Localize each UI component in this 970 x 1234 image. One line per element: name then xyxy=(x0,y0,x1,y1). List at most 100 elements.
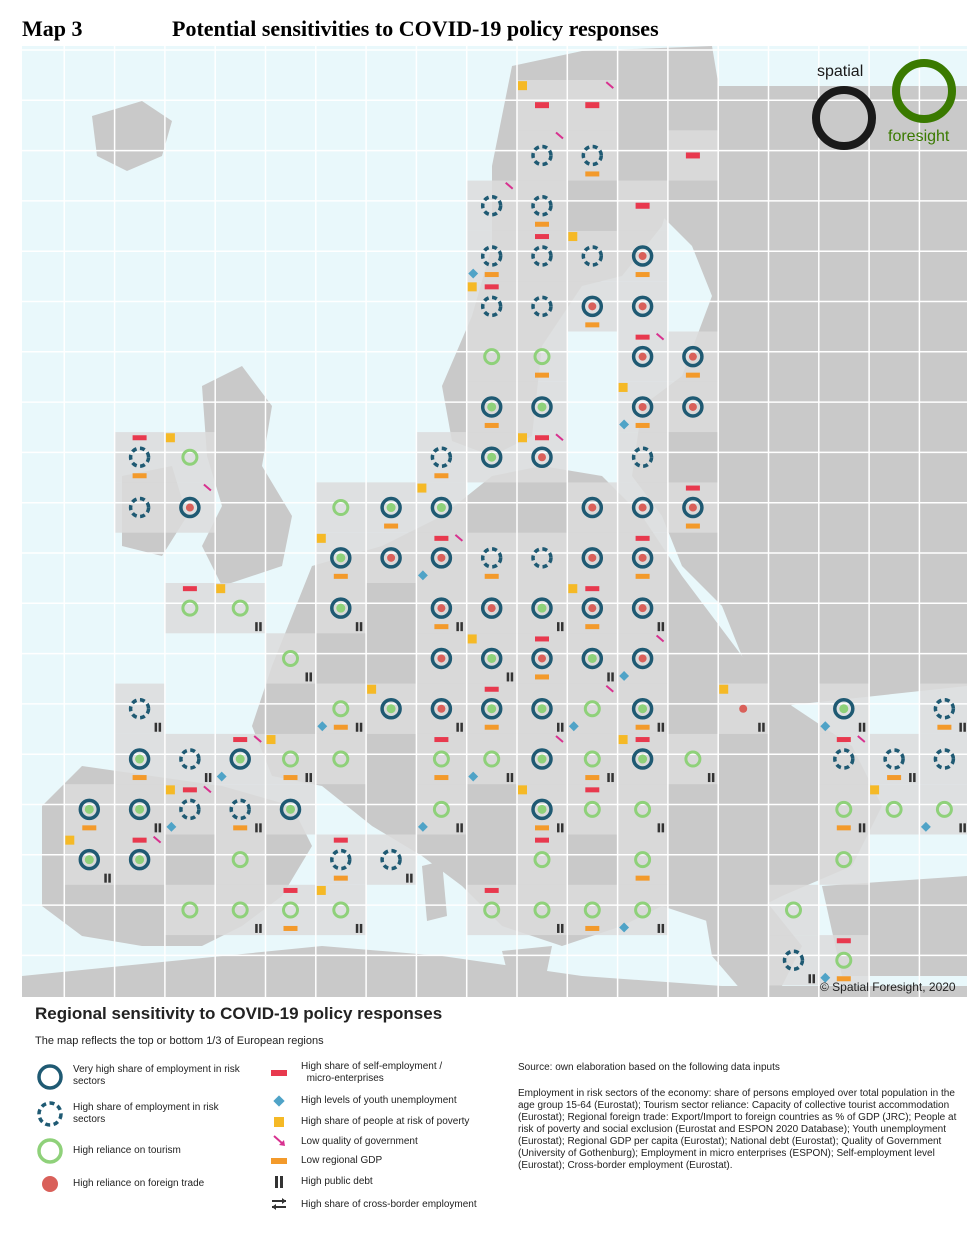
region-cell xyxy=(164,884,216,936)
dashed-teal-ring-icon xyxy=(179,748,201,770)
blue-diamond-icon xyxy=(216,771,227,782)
double-bar-icon xyxy=(158,823,162,833)
legend-item-poverty-risk: High share of people at risk of poverty xyxy=(301,1116,470,1127)
orange-bar-icon xyxy=(484,272,499,278)
red-bar-icon xyxy=(434,535,449,541)
red-dot-icon xyxy=(688,503,697,512)
orange-bar-icon xyxy=(685,523,700,529)
double-bar-icon xyxy=(762,722,765,732)
legend-title: Regional sensitivity to COVID-19 policy … xyxy=(35,1004,443,1023)
green-ring-icon xyxy=(583,800,601,818)
solid-teal-ring-icon xyxy=(430,698,453,720)
double-bar-icon xyxy=(456,823,459,833)
region-cell xyxy=(466,331,517,382)
legend-item-youth-unemployment: High levels of youth unemployment xyxy=(301,1095,457,1106)
iceland-shape xyxy=(92,101,172,171)
double-bar-icon xyxy=(259,823,262,833)
region-cell xyxy=(466,884,517,936)
double-bar-icon xyxy=(355,722,359,732)
dashed-teal-ring-icon xyxy=(128,698,151,720)
sardinia-shape xyxy=(422,861,447,921)
solid-teal-ring-icon xyxy=(531,647,553,670)
legend-item-foreign-trade: High reliance on foreign trade xyxy=(73,1178,205,1189)
yellow-square-icon xyxy=(65,835,75,845)
double-bar-icon xyxy=(758,722,761,732)
region-cell xyxy=(617,432,668,483)
red-bar-icon xyxy=(271,1070,287,1076)
solid-teal-ring-icon xyxy=(631,496,654,519)
red-dot-icon xyxy=(185,503,194,512)
red-bar-icon xyxy=(484,686,499,692)
double-bar-icon xyxy=(557,622,560,632)
orange-bar-icon xyxy=(887,775,902,781)
pink-arrow-icon xyxy=(152,835,162,844)
red-bar-icon xyxy=(685,485,700,491)
solid-teal-ring-icon xyxy=(581,597,604,619)
red-bar-icon xyxy=(434,737,449,743)
double-bar-icon xyxy=(812,974,815,984)
blue-diamond-icon xyxy=(468,268,479,279)
solid-teal-ring-icon xyxy=(78,798,101,821)
legend-item-self-employment: High share of self-employment / micro-en… xyxy=(301,1061,443,1084)
legend-item-very-high-risk-employment: Very high share of employment in risk sec… xyxy=(73,1064,240,1087)
double-bar-icon xyxy=(557,823,560,833)
legend-item-high-risk-employment: High share of employment in risk sectors xyxy=(73,1102,219,1125)
solid-teal-ring-icon xyxy=(229,748,251,770)
dashed-teal-ring-icon xyxy=(480,195,503,217)
double-bar-icon xyxy=(305,672,308,682)
orange-bar-icon xyxy=(484,724,499,730)
orange-bar-icon xyxy=(937,724,952,730)
solid-teal-ring-icon xyxy=(480,446,503,468)
region-cell xyxy=(818,834,869,885)
solid-teal-ring-icon xyxy=(531,446,553,468)
double-bar-icon xyxy=(959,823,962,833)
double-bar-icon xyxy=(309,773,312,783)
green-ring-icon xyxy=(835,951,853,969)
green-core-icon xyxy=(537,754,547,764)
dashed-teal-ring-icon xyxy=(531,547,553,569)
legend-item-tourism: High reliance on tourism xyxy=(73,1145,181,1156)
solid-teal-ring-icon xyxy=(480,597,503,619)
double-bar-icon xyxy=(661,823,665,833)
double-bar-icon xyxy=(255,823,258,833)
green-core-icon xyxy=(135,754,145,764)
double-bar-icon xyxy=(108,873,111,883)
red-bar-icon xyxy=(484,887,499,893)
pink-arrow-icon xyxy=(505,181,514,190)
double-bar-icon xyxy=(158,722,162,732)
solid-teal-ring-icon xyxy=(380,698,402,720)
red-dot-icon xyxy=(638,503,647,512)
green-ring-icon xyxy=(634,800,652,818)
region-cell xyxy=(516,532,568,583)
orange-bar-icon xyxy=(635,573,650,579)
red-bar-icon xyxy=(233,737,248,743)
double-bar-icon xyxy=(204,773,208,783)
green-ring-icon xyxy=(332,499,350,517)
orange-bar-icon xyxy=(333,724,348,730)
exchange-arrows-icon xyxy=(272,1198,286,1210)
solid-teal-ring-icon xyxy=(531,748,553,770)
green-ring-icon xyxy=(432,750,450,768)
legend-item-low-gdp: Low regional GDP xyxy=(301,1155,383,1166)
orange-bar-icon xyxy=(484,573,499,579)
double-bar-icon xyxy=(561,622,564,632)
green-ring-icon xyxy=(533,348,551,366)
region-cell xyxy=(315,482,366,533)
pink-arrow-icon xyxy=(454,534,464,542)
green-ring-icon xyxy=(935,800,953,818)
solid-teal-ring-icon xyxy=(128,848,151,871)
double-bar-icon xyxy=(309,672,312,682)
green-ring-icon xyxy=(533,851,551,869)
green-ring-icon xyxy=(835,851,853,869)
green-core-icon xyxy=(537,804,547,814)
red-dot-icon xyxy=(638,604,647,613)
dashed-teal-ring-icon xyxy=(631,446,654,468)
solid-teal-ring-icon xyxy=(430,647,453,670)
red-dot-icon xyxy=(437,553,446,562)
dashed-teal-ring-icon xyxy=(330,848,352,871)
pink-arrow-icon xyxy=(253,735,262,743)
double-bar-icon xyxy=(561,923,564,933)
double-bar-icon xyxy=(909,773,912,783)
yellow-square-icon xyxy=(719,684,729,694)
solid-teal-ring-icon xyxy=(480,698,503,720)
